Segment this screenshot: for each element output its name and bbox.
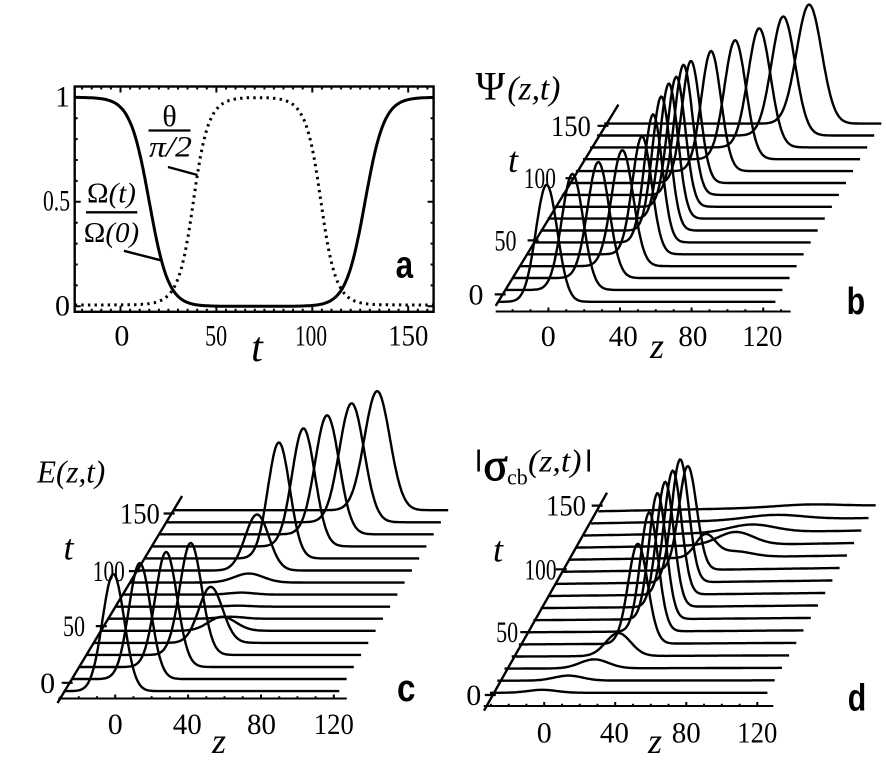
svg-text:(z,t): (z,t) — [528, 443, 582, 479]
svg-text:Ψ: Ψ — [476, 64, 506, 109]
svg-text:t: t — [493, 530, 504, 570]
svg-text:150: 150 — [388, 320, 428, 353]
svg-text:50: 50 — [63, 610, 85, 643]
svg-text:E(z,t): E(z,t) — [36, 453, 105, 489]
svg-text:c: c — [397, 668, 416, 710]
svg-text:0: 0 — [108, 708, 123, 741]
svg-text:0: 0 — [466, 679, 481, 712]
svg-text:0: 0 — [114, 320, 129, 353]
svg-text:80: 80 — [672, 716, 701, 749]
svg-text:40: 40 — [609, 320, 638, 353]
svg-text:150: 150 — [546, 490, 586, 523]
svg-text:t: t — [508, 140, 519, 180]
svg-text:40: 40 — [173, 708, 202, 741]
svg-text:100: 100 — [525, 553, 557, 586]
svg-text:t: t — [63, 528, 74, 568]
svg-text:π/2: π/2 — [149, 131, 192, 164]
svg-text:120: 120 — [742, 320, 782, 353]
svg-text:40: 40 — [600, 716, 629, 749]
svg-text:0: 0 — [40, 667, 55, 700]
svg-text:z: z — [649, 326, 664, 366]
svg-text:150: 150 — [551, 110, 591, 143]
svg-text:0: 0 — [55, 290, 70, 323]
svg-text:θ: θ — [162, 100, 176, 133]
svg-text:0: 0 — [469, 278, 484, 311]
svg-text:50: 50 — [205, 320, 227, 353]
svg-text:z: z — [647, 721, 662, 761]
svg-text:80: 80 — [247, 708, 276, 741]
svg-text:1: 1 — [55, 81, 70, 114]
svg-text:50: 50 — [495, 224, 517, 257]
svg-text:0: 0 — [541, 320, 556, 353]
svg-text:80: 80 — [678, 320, 707, 353]
svg-text:50: 50 — [496, 616, 518, 649]
svg-text:t: t — [251, 325, 264, 371]
svg-text:σ: σ — [484, 440, 508, 490]
svg-text:cb: cb — [507, 465, 528, 490]
svg-text:0: 0 — [537, 716, 552, 749]
svg-text:0.5: 0.5 — [43, 185, 70, 218]
svg-text:100: 100 — [295, 320, 327, 353]
svg-text:Ω(t): Ω(t) — [87, 178, 136, 210]
svg-text:b: b — [847, 281, 866, 323]
svg-text:120: 120 — [737, 716, 777, 749]
svg-text:120: 120 — [314, 708, 354, 741]
svg-text:100: 100 — [524, 162, 556, 195]
svg-text:150: 150 — [120, 498, 160, 531]
svg-text:a: a — [396, 245, 414, 287]
svg-text:z: z — [211, 721, 226, 761]
svg-text:(z,t): (z,t) — [507, 71, 560, 108]
svg-text:100: 100 — [93, 555, 125, 588]
svg-text:Ω(0): Ω(0) — [84, 217, 139, 249]
svg-text:d: d — [848, 678, 867, 720]
